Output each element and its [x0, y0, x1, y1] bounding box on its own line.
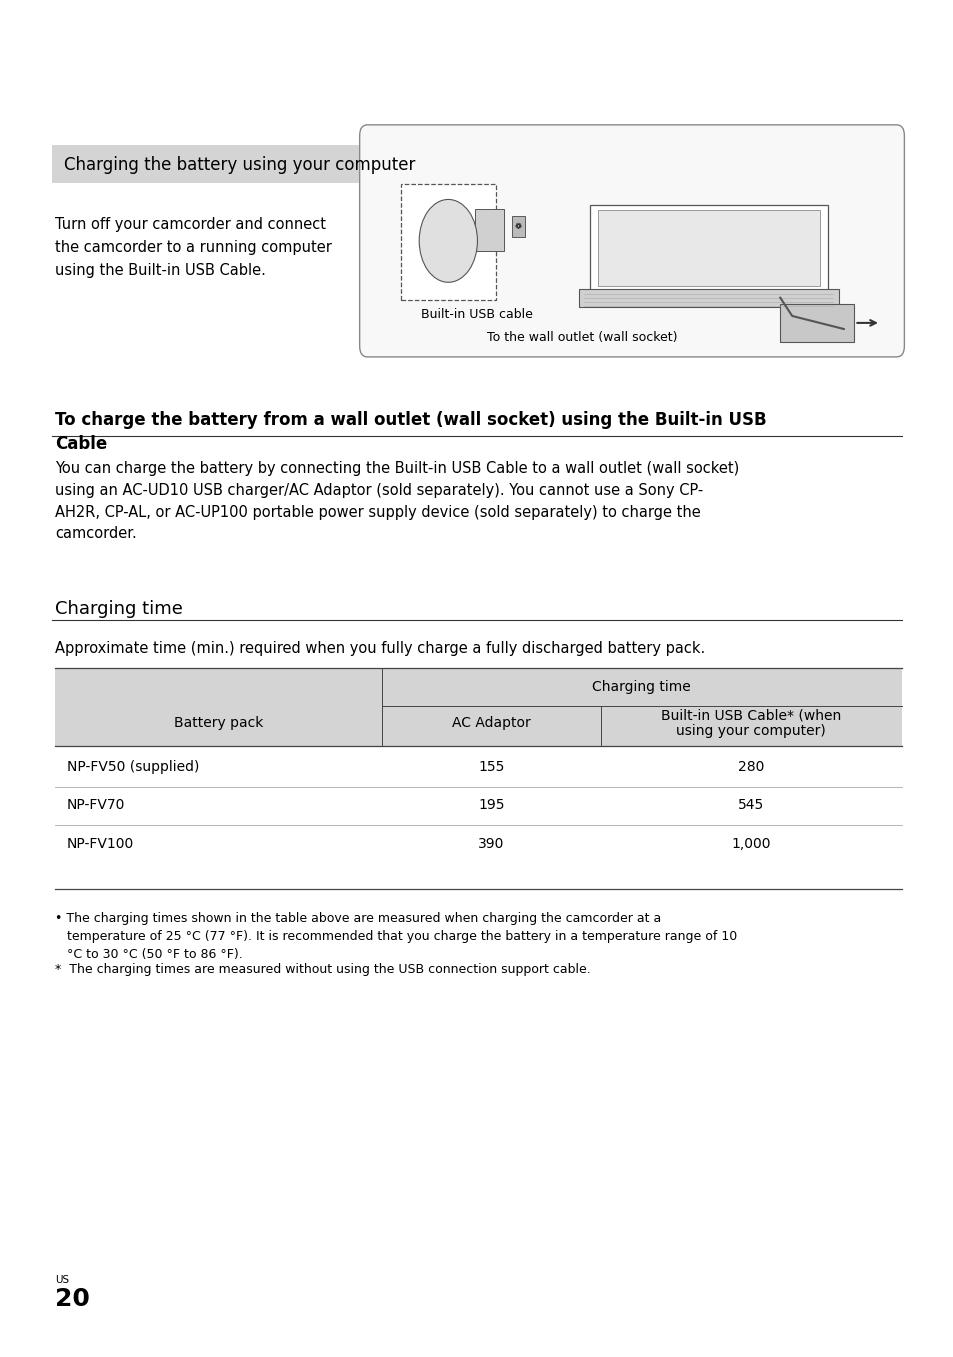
Bar [400, 185, 496, 300]
Text: Charging the battery using your computer: Charging the battery using your computer [64, 156, 415, 174]
Text: • The charging times shown in the table above are measured when charging the cam: • The charging times shown in the table … [55, 912, 737, 961]
Text: AC Adaptor: AC Adaptor [452, 716, 530, 730]
Circle shape [418, 199, 476, 282]
Text: Charging time: Charging time [592, 680, 690, 693]
Bar [55, 668, 901, 746]
Text: 280: 280 [738, 760, 763, 773]
Text: Approximate time (min.) required when you fully charge a fully discharged batter: Approximate time (min.) required when yo… [55, 641, 705, 655]
Text: *  The charging times are measured without using the USB connection support cabl: * The charging times are measured withou… [55, 963, 591, 977]
Text: 1,000: 1,000 [731, 837, 770, 851]
Bar [589, 205, 827, 290]
Bar [780, 304, 854, 342]
Text: 195: 195 [477, 798, 504, 811]
Text: 20: 20 [55, 1286, 91, 1311]
Text: 155: 155 [477, 760, 504, 773]
Text: NP-FV70: NP-FV70 [67, 798, 125, 811]
Text: NP-FV100: NP-FV100 [67, 837, 133, 851]
Bar [52, 145, 901, 183]
Text: Built-in USB Cable* (when
using your computer): Built-in USB Cable* (when using your com… [660, 708, 841, 738]
Text: NP-FV50 (supplied): NP-FV50 (supplied) [67, 760, 199, 773]
Bar [578, 289, 838, 307]
Text: 545: 545 [738, 798, 763, 811]
Bar [597, 210, 820, 286]
Text: ❁: ❁ [515, 221, 521, 231]
FancyBboxPatch shape [359, 125, 903, 357]
Text: To charge the battery from a wall outlet (wall socket) using the Built-in USB
Ca: To charge the battery from a wall outlet… [55, 411, 766, 453]
Text: Battery pack: Battery pack [173, 716, 263, 730]
Text: Charging time: Charging time [55, 600, 183, 617]
Bar [512, 216, 524, 236]
Text: Built-in USB cable: Built-in USB cable [420, 308, 533, 322]
Text: 390: 390 [477, 837, 504, 851]
Text: US: US [55, 1276, 70, 1285]
Bar [475, 209, 503, 251]
Text: You can charge the battery by connecting the Built-in USB Cable to a wall outlet: You can charge the battery by connecting… [55, 461, 739, 541]
Text: To the wall outlet (wall socket): To the wall outlet (wall socket) [486, 331, 677, 345]
Text: Turn off your camcorder and connect
the camcorder to a running computer
using th: Turn off your camcorder and connect the … [55, 217, 332, 278]
